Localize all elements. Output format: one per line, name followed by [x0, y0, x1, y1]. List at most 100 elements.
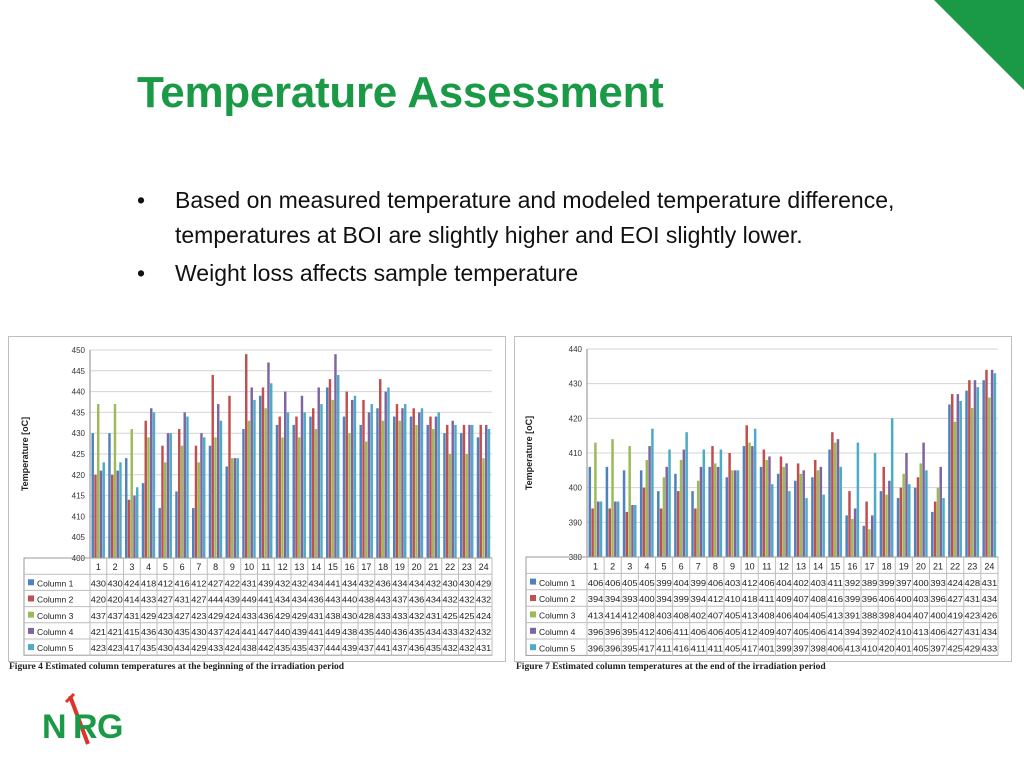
data-table-cell: 421 — [108, 628, 124, 637]
bar-column-5 — [169, 433, 172, 558]
bar-column-4 — [990, 369, 994, 557]
bullet-item: • Weight loss affects sample temperature — [137, 256, 937, 291]
data-table-cell: 430 — [158, 628, 174, 637]
data-table-cell: 438 — [325, 612, 341, 621]
data-table-cell: 417 — [742, 644, 758, 653]
data-table-cell: 425 — [947, 644, 963, 653]
bullet-text: Weight loss affects sample temperature — [175, 260, 579, 286]
data-table-cell: 420 — [108, 596, 124, 605]
data-table-cell: 424 — [225, 628, 241, 637]
x-tick-label: 23 — [967, 561, 977, 571]
bar-column-1 — [588, 466, 592, 557]
bullet-marker: • — [137, 260, 146, 286]
data-table-cell: 434 — [292, 596, 308, 605]
data-table-cell: 441 — [309, 628, 325, 637]
bar-column-2 — [395, 404, 399, 558]
legend-swatch — [28, 627, 34, 634]
x-tick-label: 16 — [345, 562, 355, 572]
chart-eoi-panel: Temperature [oC] 380 390 400 410 420 430 440 1 2 3… — [514, 336, 1012, 662]
data-table-cell: 408 — [673, 612, 689, 621]
bar-column-3 — [731, 470, 734, 557]
x-tick-label: 17 — [361, 562, 371, 572]
y-tick-label: 430 — [72, 429, 86, 438]
x-tick-label: 3 — [129, 562, 134, 572]
bar-column-1 — [158, 508, 161, 558]
data-table-cell: 419 — [947, 612, 963, 621]
data-table-cell: 441 — [325, 579, 341, 588]
bar-column-4 — [973, 380, 977, 557]
x-tick-label: 8 — [213, 562, 218, 572]
bar-column-4 — [417, 412, 421, 558]
data-table-cell: 423 — [191, 612, 207, 621]
data-table-cell: 396 — [930, 595, 946, 604]
data-table-cell: 406 — [708, 579, 724, 588]
data-table-cell: 409 — [776, 595, 792, 604]
data-table-cell: 408 — [759, 612, 775, 621]
x-tick-label: 24 — [479, 562, 489, 572]
bar-column-2 — [446, 424, 449, 558]
bar-column-4 — [596, 501, 600, 557]
data-table-cell: 440 — [376, 628, 392, 637]
x-tick-label: 13 — [294, 562, 304, 572]
data-table-cell: 433 — [392, 612, 408, 621]
data-table-cell: 432 — [443, 644, 459, 653]
data-table-cell: 400 — [896, 595, 912, 604]
data-table-cell: 407 — [793, 595, 809, 604]
bar-column-5 — [873, 453, 877, 557]
bar-column-3 — [696, 480, 700, 557]
data-table-cell: 410 — [725, 595, 741, 604]
data-table-cell: 403 — [656, 612, 672, 621]
bar-column-1 — [862, 525, 866, 557]
data-table-cell: 410 — [896, 628, 912, 637]
x-tick-label: 12 — [779, 561, 789, 571]
legend-swatch — [530, 644, 536, 651]
x-tick-label: 1 — [96, 562, 101, 572]
bar-column-1 — [225, 466, 228, 558]
data-table-cell: 426 — [982, 612, 998, 621]
bar-column-5 — [186, 416, 189, 558]
bar-column-4 — [468, 424, 471, 558]
data-table-cell: 414 — [124, 596, 140, 605]
bar-column-3 — [714, 463, 717, 557]
data-table-cell: 440 — [342, 596, 358, 605]
data-table-cell: 430 — [342, 612, 358, 621]
chart-boi-caption: Figure 4 Estimated column temperatures a… — [9, 662, 345, 672]
bar-column-5 — [370, 404, 373, 558]
bar-column-3 — [662, 477, 666, 557]
bar-column-2 — [985, 369, 988, 557]
x-tick-label: 9 — [730, 561, 735, 571]
data-table-cell: 431 — [426, 612, 442, 621]
bar-column-2 — [848, 491, 851, 557]
data-table-cell: 413 — [828, 612, 844, 621]
y-tick-label: 410 — [569, 449, 583, 458]
legend-swatch — [28, 644, 34, 651]
data-table-cell: 439 — [292, 628, 308, 637]
data-table-cell: 411 — [691, 644, 707, 653]
bar-column-5 — [219, 420, 223, 558]
bar-column-1 — [91, 433, 94, 558]
data-table-cell: 399 — [656, 579, 672, 588]
bar-column-4 — [733, 470, 737, 557]
bar-column-3 — [679, 459, 683, 557]
data-table-cell: 427 — [947, 595, 963, 604]
bar-column-5 — [993, 373, 997, 557]
data-table-cell: 411 — [656, 644, 672, 653]
data-table-cell: 437 — [208, 628, 224, 637]
data-table-cell: 388 — [862, 612, 878, 621]
data-table-cell: 434 — [275, 596, 291, 605]
bar-column-1 — [639, 470, 643, 557]
bar-column-1 — [913, 487, 917, 557]
bar-column-3 — [247, 420, 251, 558]
bar-column-5 — [437, 412, 440, 558]
x-tick-label: 2 — [113, 562, 118, 572]
data-table-cell: 401 — [759, 644, 775, 653]
bar-column-1 — [965, 390, 968, 557]
bar-column-4 — [785, 463, 788, 557]
data-table-cell: 436 — [409, 596, 425, 605]
data-table-cell: 402 — [691, 612, 707, 621]
data-table-cell: 433 — [208, 644, 224, 653]
data-table-cell: 424 — [225, 644, 241, 653]
bar-column-3 — [988, 397, 991, 557]
bar-column-2 — [659, 508, 663, 557]
bar-column-4 — [614, 501, 617, 557]
